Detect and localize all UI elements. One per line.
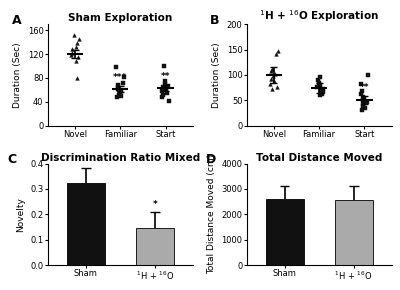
Point: [317, 93, 323, 97]
Point: [160, 92, 166, 97]
Point: [114, 95, 120, 99]
Point: [274, 48, 281, 53]
Point: [316, 81, 322, 85]
Point: [161, 79, 168, 84]
Point: [160, 85, 166, 89]
Point: [362, 106, 368, 110]
Point: [72, 45, 79, 49]
Text: *: *: [152, 200, 157, 209]
Point: [314, 78, 321, 82]
Point: [270, 79, 277, 83]
Point: [75, 55, 81, 59]
Point: [272, 72, 278, 76]
Point: [69, 50, 75, 55]
Point: [320, 89, 326, 94]
Point: [317, 75, 324, 79]
Y-axis label: Duration (Sec): Duration (Sec): [212, 42, 221, 108]
Point: [74, 76, 80, 80]
Text: B: B: [210, 14, 220, 27]
Point: [316, 83, 323, 87]
Bar: [335, 200, 373, 265]
Text: A: A: [12, 14, 21, 27]
Point: [76, 37, 82, 41]
Point: [358, 108, 365, 113]
Y-axis label: Duration (Sec): Duration (Sec): [13, 42, 22, 108]
Text: **: **: [360, 83, 369, 92]
Point: [115, 83, 121, 87]
Title: Total Distance Moved: Total Distance Moved: [256, 153, 382, 163]
Title: Discrimination Ratio Mixed: Discrimination Ratio Mixed: [41, 153, 200, 163]
Point: [358, 92, 364, 97]
Point: [270, 74, 276, 78]
Point: [120, 80, 126, 85]
Point: [359, 98, 366, 103]
Y-axis label: Novelty: Novelty: [16, 197, 25, 232]
Text: **: **: [161, 72, 170, 81]
Point: [269, 66, 276, 71]
Point: [320, 86, 326, 91]
Point: [114, 85, 121, 89]
Point: [313, 85, 320, 89]
Text: D: D: [206, 153, 216, 166]
Point: [163, 88, 170, 92]
Point: [267, 82, 273, 86]
Point: [162, 81, 168, 86]
Point: [121, 75, 127, 79]
Point: [69, 47, 75, 52]
Point: [163, 90, 170, 95]
Point: [68, 53, 74, 57]
Point: [165, 83, 171, 88]
Point: [116, 88, 122, 92]
Point: [359, 89, 365, 93]
Point: [273, 51, 280, 56]
Point: [360, 97, 367, 101]
Point: [159, 95, 165, 99]
Text: C: C: [7, 153, 16, 166]
Point: [274, 85, 280, 89]
Point: [114, 86, 121, 91]
Text: ***: ***: [113, 72, 128, 81]
Point: [159, 89, 165, 93]
Point: [269, 87, 275, 91]
Bar: [136, 228, 174, 265]
Title: $^{1}$H + $^{16}$O Exploration: $^{1}$H + $^{16}$O Exploration: [259, 8, 379, 24]
Point: [161, 64, 167, 68]
Y-axis label: Total Distance Moved (cm): Total Distance Moved (cm): [207, 154, 216, 274]
Point: [360, 104, 366, 109]
Point: [318, 88, 324, 93]
Title: Sham Exploration: Sham Exploration: [68, 13, 172, 23]
Point: [319, 91, 326, 96]
Point: [118, 93, 124, 98]
Point: [166, 98, 172, 103]
Point: [71, 32, 77, 37]
Point: [267, 68, 274, 73]
Point: [116, 92, 122, 97]
Point: [73, 59, 79, 64]
Point: [360, 95, 366, 99]
Point: [74, 41, 80, 46]
Point: [116, 90, 123, 95]
Point: [365, 72, 371, 77]
Point: [117, 89, 124, 93]
Point: [358, 82, 364, 86]
Point: [268, 77, 274, 81]
Point: [364, 100, 370, 105]
Bar: [266, 199, 304, 265]
Point: [162, 86, 169, 90]
Point: [113, 65, 120, 70]
Point: [360, 102, 366, 107]
Bar: [67, 183, 105, 265]
